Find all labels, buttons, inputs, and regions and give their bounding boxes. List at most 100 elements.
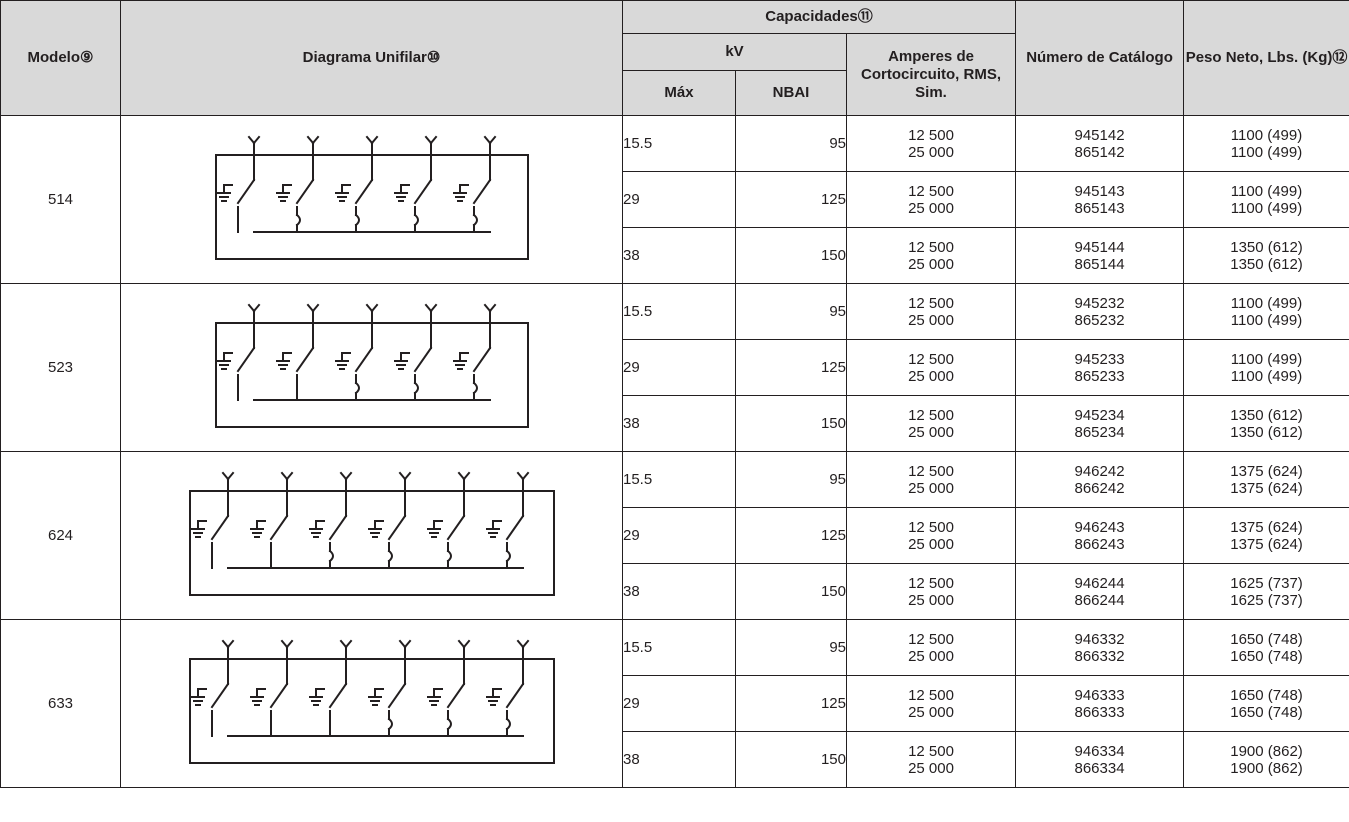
- catalog-number-value: 866244: [1074, 591, 1125, 609]
- net-weight-value: 1375 (624): [1230, 535, 1303, 553]
- nbai-value: 150: [820, 415, 846, 432]
- catalog-number-value: 946244: [1074, 574, 1125, 592]
- catalog-number-value: 946332: [1074, 630, 1125, 648]
- short-circuit-amps-value: 25 000: [908, 311, 954, 329]
- net-weight-value: 1650 (748): [1230, 703, 1303, 721]
- nbai-cell: 125: [735, 171, 847, 228]
- catalog-number-cell: 946333 866333: [1015, 675, 1185, 732]
- header-kv: kV: [622, 33, 847, 71]
- net-weight-cell: 1650 (748) 1650 (748): [1183, 675, 1349, 732]
- nbai-cell: 125: [735, 507, 847, 564]
- max-kv-value: 38: [623, 247, 640, 264]
- single-line-diagram-cell: [120, 115, 623, 284]
- catalog-number-value: 866332: [1074, 647, 1125, 665]
- max-kv-value: 15.5: [623, 471, 653, 488]
- catalog-number-value: 946242: [1074, 462, 1125, 480]
- short-circuit-amps-value: 12 500: [908, 350, 954, 368]
- header-max: Máx: [622, 70, 736, 116]
- net-weight-value: 1100 (499): [1230, 182, 1303, 200]
- short-circuit-amps-value: 25 000: [908, 535, 954, 553]
- catalog-number-cell: 945234 865234: [1015, 395, 1185, 452]
- header-amps: Amperes de Cortocircuito, RMS, Sim.: [845, 33, 1017, 116]
- net-weight-value: 1350 (612): [1230, 255, 1303, 273]
- short-circuit-amps-value: 25 000: [908, 759, 954, 777]
- catalog-number-value: 865233: [1074, 367, 1125, 385]
- short-circuit-amps-cell: 12 500 25 000: [845, 731, 1017, 788]
- short-circuit-amps-value: 12 500: [908, 238, 954, 256]
- max-kv-cell: 29: [622, 339, 736, 396]
- net-weight-value: 1100 (499): [1230, 294, 1303, 312]
- catalog-number-cell: 946244 866244: [1015, 563, 1185, 620]
- max-kv-value: 15.5: [623, 135, 653, 152]
- single-line-diagram-cell: [120, 283, 623, 452]
- net-weight-cell: 1100 (499) 1100 (499): [1183, 171, 1349, 228]
- model-cell: 523: [0, 283, 121, 452]
- net-weight-cell: 1350 (612) 1350 (612): [1183, 227, 1349, 284]
- nbai-value: 125: [820, 191, 846, 208]
- net-weight-value: 1350 (612): [1230, 423, 1303, 441]
- short-circuit-amps-value: 12 500: [908, 294, 954, 312]
- max-kv-value: 29: [623, 359, 640, 376]
- short-circuit-amps-value: 25 000: [908, 143, 954, 161]
- max-kv-cell: 15.5: [622, 283, 736, 340]
- catalog-number-value: 865143: [1074, 199, 1125, 217]
- switch-way: [485, 471, 529, 569]
- switch-way: [216, 135, 260, 233]
- net-weight-value: 1100 (499): [1230, 143, 1303, 161]
- switch-way: [249, 471, 293, 569]
- table-row: 29 125 12 500 25 000 946333 866333 1650 (748) 1…: [1, 675, 1349, 732]
- short-circuit-amps-cell: 12 500 25 000: [845, 619, 1017, 676]
- single-line-diagram: [214, 135, 529, 260]
- short-circuit-amps-value: 12 500: [908, 574, 954, 592]
- net-weight-cell: 1100 (499) 1100 (499): [1183, 339, 1349, 396]
- table-row: 38 150 12 500 25 000 945144 865144 1350 (612) 1…: [1, 227, 1349, 284]
- nbai-value: 95: [829, 471, 846, 488]
- enclosure-outline: [188, 489, 555, 596]
- table-row: 29 125 12 500 25 000 945233 865233 1100 (499) 1…: [1, 339, 1349, 396]
- max-kv-value: 38: [623, 583, 640, 600]
- switch-way: [452, 135, 496, 233]
- net-weight-cell: 1650 (748) 1650 (748): [1183, 619, 1349, 676]
- short-circuit-amps-value: 12 500: [908, 182, 954, 200]
- nbai-value: 95: [829, 639, 846, 656]
- net-weight-value: 1350 (612): [1230, 406, 1303, 424]
- max-kv-cell: 15.5: [622, 451, 736, 508]
- short-circuit-amps-value: 25 000: [908, 367, 954, 385]
- switch-way: [334, 135, 378, 233]
- switch-way: [190, 471, 234, 569]
- short-circuit-amps-cell: 12 500 25 000: [845, 451, 1017, 508]
- short-circuit-amps-value: 25 000: [908, 647, 954, 665]
- net-weight-value: 1900 (862): [1230, 742, 1303, 760]
- net-weight-value: 1650 (748): [1230, 647, 1303, 665]
- max-kv-cell: 29: [622, 675, 736, 732]
- max-kv-cell: 38: [622, 563, 736, 620]
- short-circuit-amps-cell: 12 500 25 000: [845, 507, 1017, 564]
- header-diagram: Diagrama Unifilar⑩: [120, 0, 623, 116]
- net-weight-value: 1625 (737): [1230, 574, 1303, 592]
- nbai-cell: 95: [735, 451, 847, 508]
- catalog-number-cell: 945143 865143: [1015, 171, 1185, 228]
- short-circuit-amps-cell: 12 500 25 000: [845, 675, 1017, 732]
- table-body: 514 15.5 95 12 500 25 000 945142 865142 1100 (4…: [0, 115, 1349, 788]
- switch-way: [393, 135, 437, 233]
- short-circuit-amps-value: 12 500: [908, 406, 954, 424]
- catalog-number-value: 945232: [1074, 294, 1125, 312]
- model-cell: 514: [0, 115, 121, 284]
- max-kv-value: 15.5: [623, 639, 653, 656]
- catalog-number-cell: 946243 866243: [1015, 507, 1185, 564]
- single-line-diagram-cell: [120, 619, 623, 788]
- short-circuit-amps-value: 12 500: [908, 518, 954, 536]
- catalog-number-value: 945233: [1074, 350, 1125, 368]
- catalog-number-cell: 945232 865232: [1015, 283, 1185, 340]
- single-line-diagram-cell: [120, 451, 623, 620]
- short-circuit-amps-value: 25 000: [908, 423, 954, 441]
- short-circuit-amps-cell: 12 500 25 000: [845, 339, 1017, 396]
- catalog-number-value: 865232: [1074, 311, 1125, 329]
- nbai-cell: 150: [735, 563, 847, 620]
- single-line-diagram: [214, 303, 529, 428]
- net-weight-value: 1100 (499): [1230, 367, 1303, 385]
- nbai-cell: 95: [735, 283, 847, 340]
- nbai-value: 150: [820, 751, 846, 768]
- short-circuit-amps-cell: 12 500 25 000: [845, 395, 1017, 452]
- catalog-number-value: 865142: [1074, 143, 1125, 161]
